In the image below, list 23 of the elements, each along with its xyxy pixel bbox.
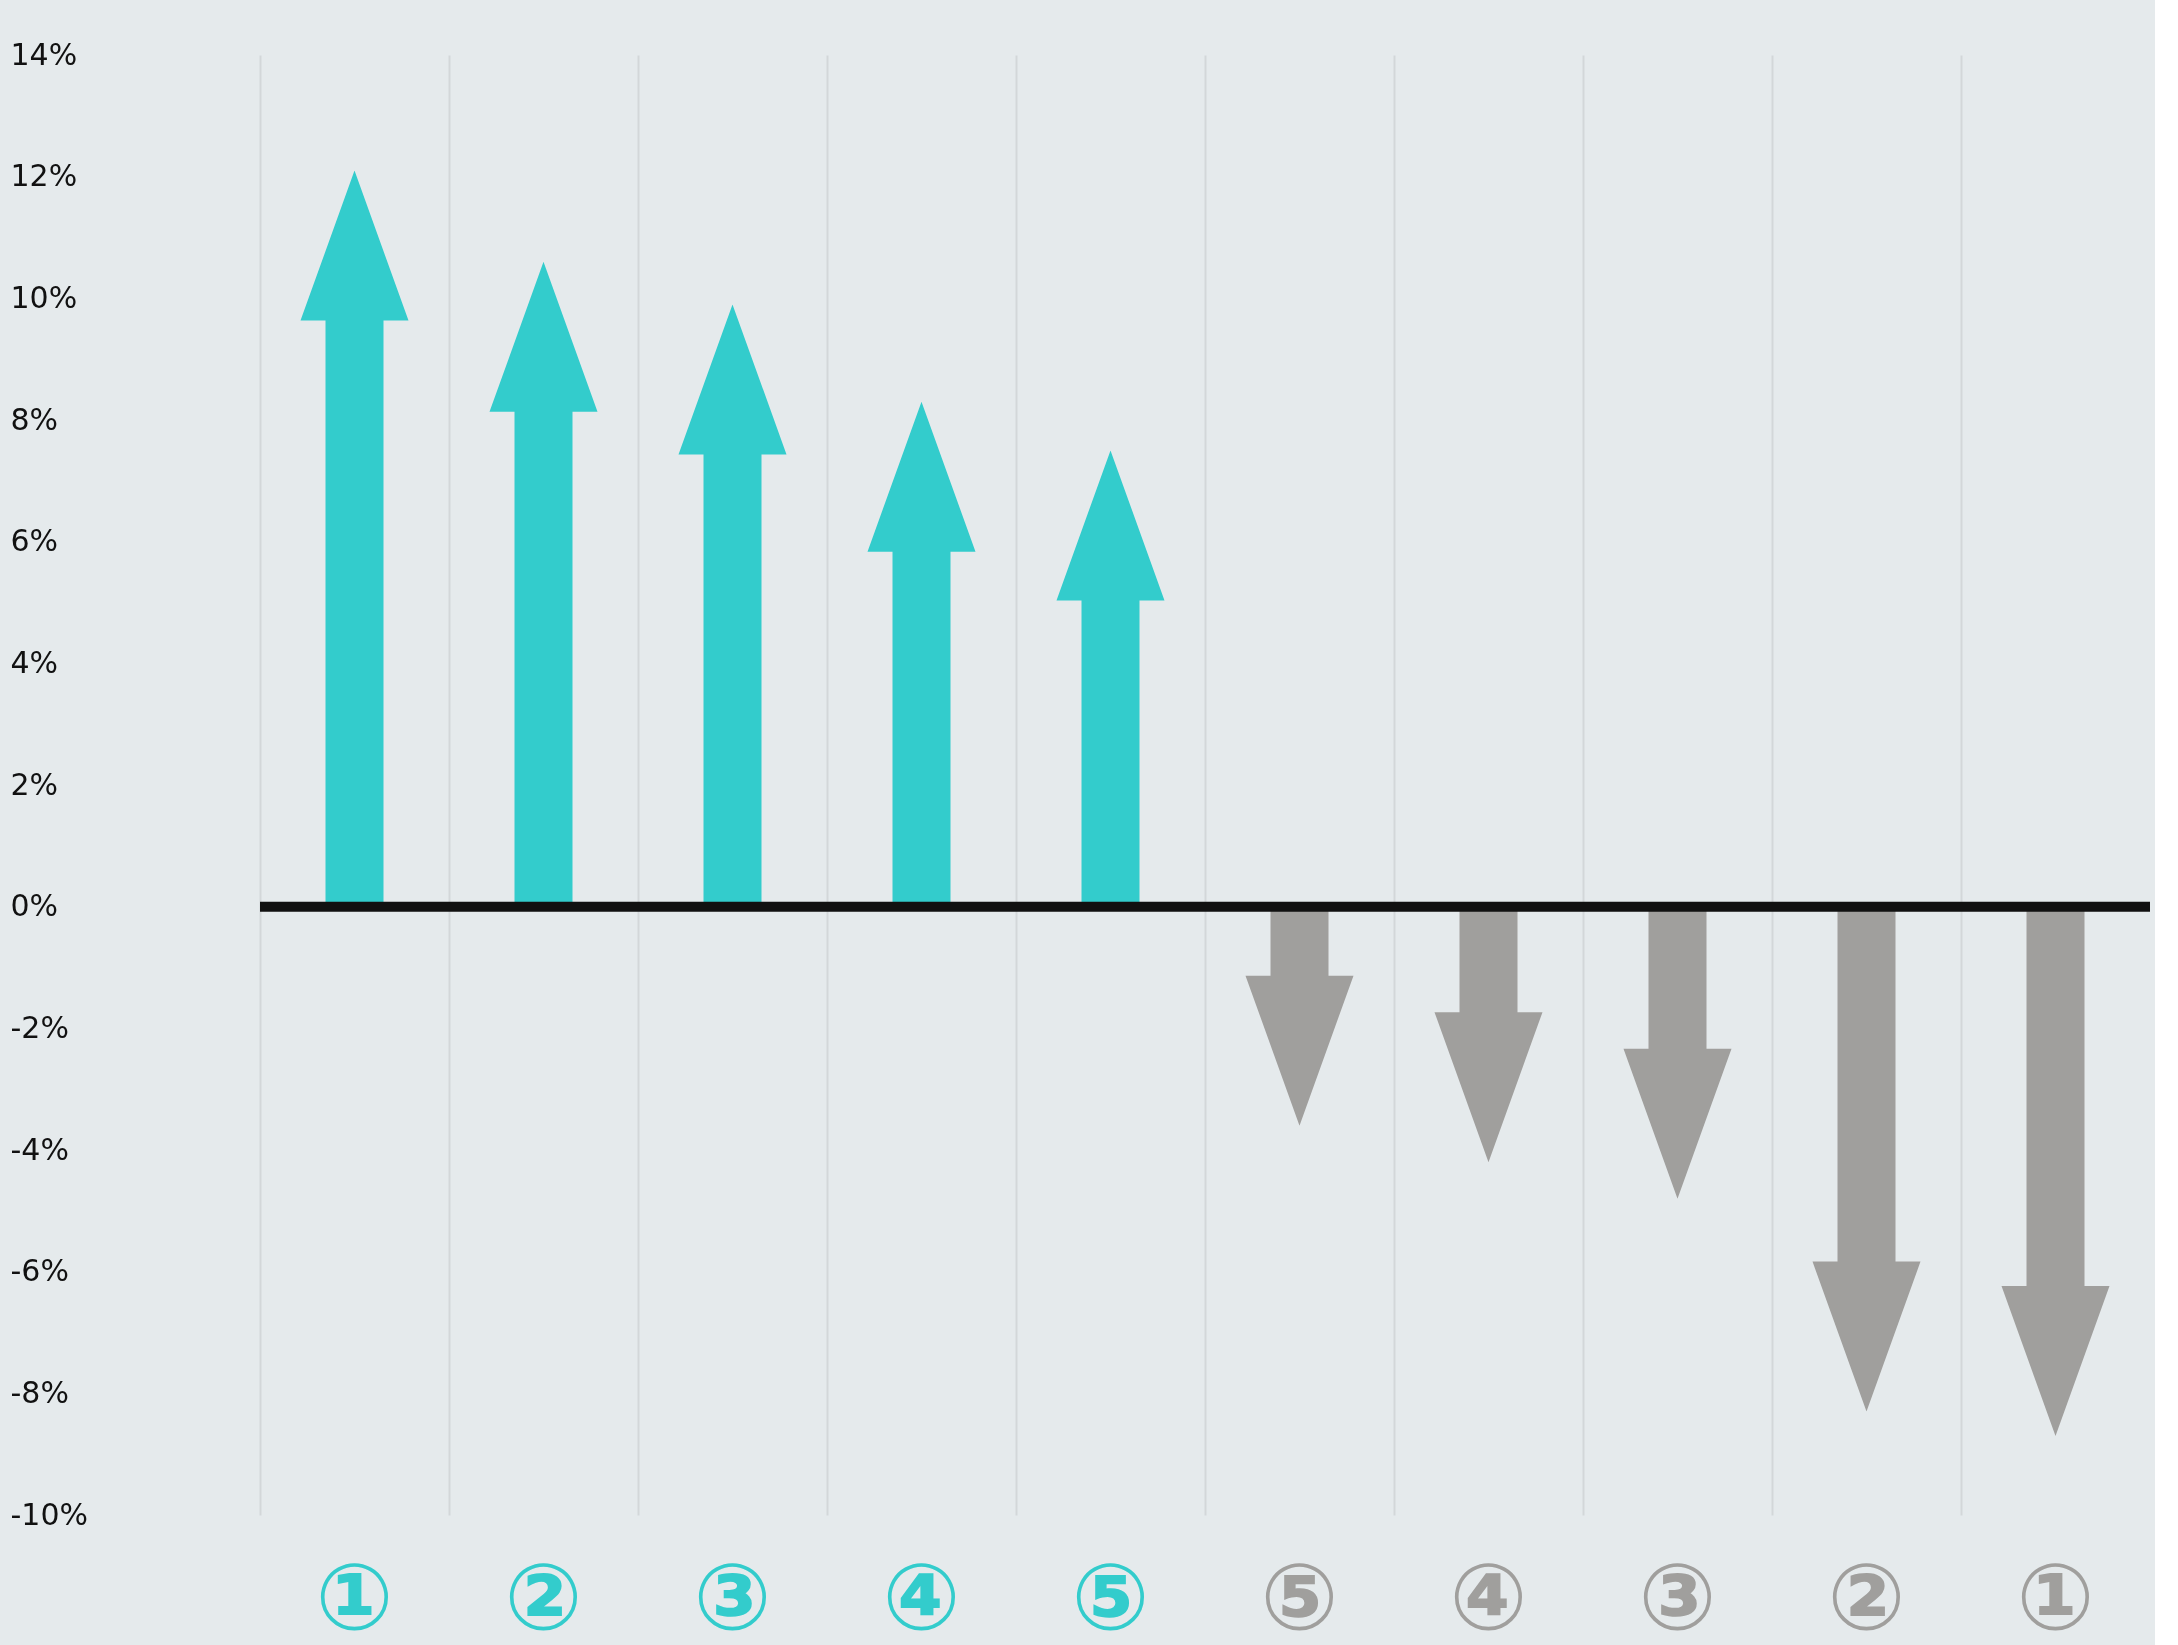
x-tick-label: ② [504,1543,583,1645]
x-tick-label: ⑤ [1260,1543,1339,1645]
x-tick-label: ① [315,1543,394,1645]
x-tick-label: ③ [693,1543,772,1645]
y-tick-label: 0% [10,888,59,924]
y-tick-label: -2% [10,1009,69,1045]
x-tick-label: ② [1827,1543,1906,1645]
y-tick-label: 2% [10,766,59,802]
x-tick-label: ④ [882,1543,961,1645]
y-tick-label: 10% [10,279,78,315]
x-tick-label: ⑤ [1071,1543,1150,1645]
y-tick-label: 4% [10,644,59,680]
x-tick-label: ① [2016,1543,2095,1645]
y-tick-label: -4% [10,1131,69,1167]
y-tick-label: 12% [10,158,78,194]
x-tick-label: ③ [1638,1543,1717,1645]
y-tick-label: -8% [10,1374,69,1410]
y-tick-label: 8% [10,401,59,437]
y-tick-label: -6% [10,1253,69,1289]
x-tick-label: ④ [1449,1543,1528,1645]
y-tick-label: 6% [10,523,59,559]
y-tick-label: 14% [10,36,78,72]
y-tick-label: -10% [10,1496,89,1532]
